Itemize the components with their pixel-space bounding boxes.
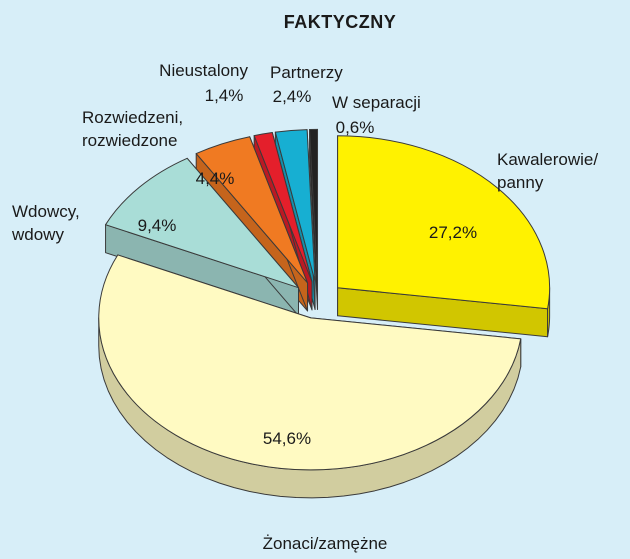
value-label: 0,6% bbox=[335, 118, 375, 137]
value-label: 9,4% bbox=[137, 216, 177, 235]
chart-title: FAKTYCZNY bbox=[283, 12, 397, 32]
category-label: W separacji bbox=[332, 93, 421, 112]
value-label: 27,2% bbox=[428, 223, 478, 242]
value-label: 2,4% bbox=[272, 87, 312, 106]
category-label: Rozwiedzeni, rozwiedzone bbox=[82, 108, 184, 150]
slice bbox=[253, 132, 313, 283]
category-label: Kawalerowie/ panny bbox=[497, 150, 599, 192]
slice bbox=[105, 157, 299, 289]
slice bbox=[195, 136, 309, 284]
category-label: Żonaci/zamężne bbox=[262, 534, 388, 553]
slice bbox=[274, 129, 316, 282]
value-label: 54,6% bbox=[262, 429, 312, 448]
value-label: 4,4% bbox=[195, 169, 235, 188]
slice bbox=[309, 128, 319, 282]
slice bbox=[98, 254, 522, 471]
slice bbox=[337, 135, 551, 310]
category-label: Partnerzy bbox=[270, 63, 343, 82]
category-label: Wdowcy, wdowy bbox=[12, 202, 80, 244]
category-label: Nieustalony bbox=[159, 61, 248, 80]
value-label: 1,4% bbox=[204, 86, 244, 105]
